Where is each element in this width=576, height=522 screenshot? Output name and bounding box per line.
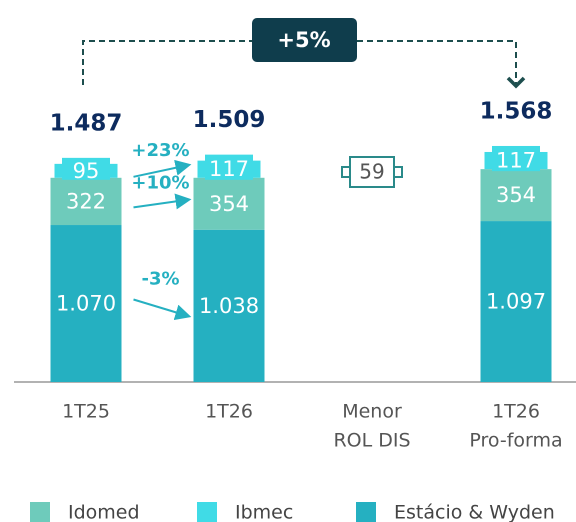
value-label: 117 [209, 157, 249, 181]
bar-segment [193, 229, 265, 382]
legend-swatch [30, 502, 50, 522]
x-tick-label: 1T25 [62, 401, 110, 423]
value-label: 117 [496, 149, 536, 173]
bar-segment [480, 169, 552, 222]
growth-badge [252, 18, 357, 62]
value-label: 354 [496, 183, 536, 207]
x-tick-label: Pro-forma [469, 430, 562, 452]
adjustment-label: 59 [359, 160, 384, 184]
growth-label: +10% [131, 172, 189, 193]
growth-arrow [133, 298, 192, 321]
bar-segment [480, 221, 552, 382]
value-label: 1.070 [56, 292, 116, 316]
legend-swatch [356, 502, 376, 522]
bar-segment [193, 177, 265, 230]
legend-label: Ibmec [235, 502, 293, 522]
adjustment-tab [341, 166, 351, 178]
legend-label: Estácio & Wyden [394, 502, 555, 522]
x-tick-label: Menor [342, 401, 402, 423]
total-label: 1.509 [193, 107, 266, 133]
growth-badge-label: +5% [277, 28, 330, 52]
value-label: 1.038 [199, 294, 259, 318]
value-label: 322 [66, 189, 106, 213]
bar-segment-tab [62, 157, 110, 180]
legend-swatch [197, 502, 217, 522]
bar-segment [50, 177, 122, 226]
adjustment-tab [393, 166, 403, 178]
value-label: 95 [73, 159, 100, 183]
total-label: 1.487 [50, 110, 123, 136]
growth-arrow [133, 159, 192, 178]
bar-segment-tab [492, 145, 540, 172]
x-tick-label: ROL DIS [333, 430, 410, 452]
growth-bracket [82, 40, 516, 86]
growth-arrow [133, 193, 192, 210]
total-label: 1.568 [480, 98, 553, 124]
x-tick-label: 1T26 [205, 401, 253, 423]
legend-label: Idomed [68, 502, 140, 522]
growth-label: +23% [131, 140, 189, 161]
bar-segment-tab [205, 154, 253, 180]
growth-label: -3% [141, 269, 179, 290]
value-label: 354 [209, 192, 249, 216]
value-label: 1.097 [486, 290, 546, 314]
x-tick-label: 1T26 [492, 401, 540, 423]
bar-segment [50, 225, 122, 382]
